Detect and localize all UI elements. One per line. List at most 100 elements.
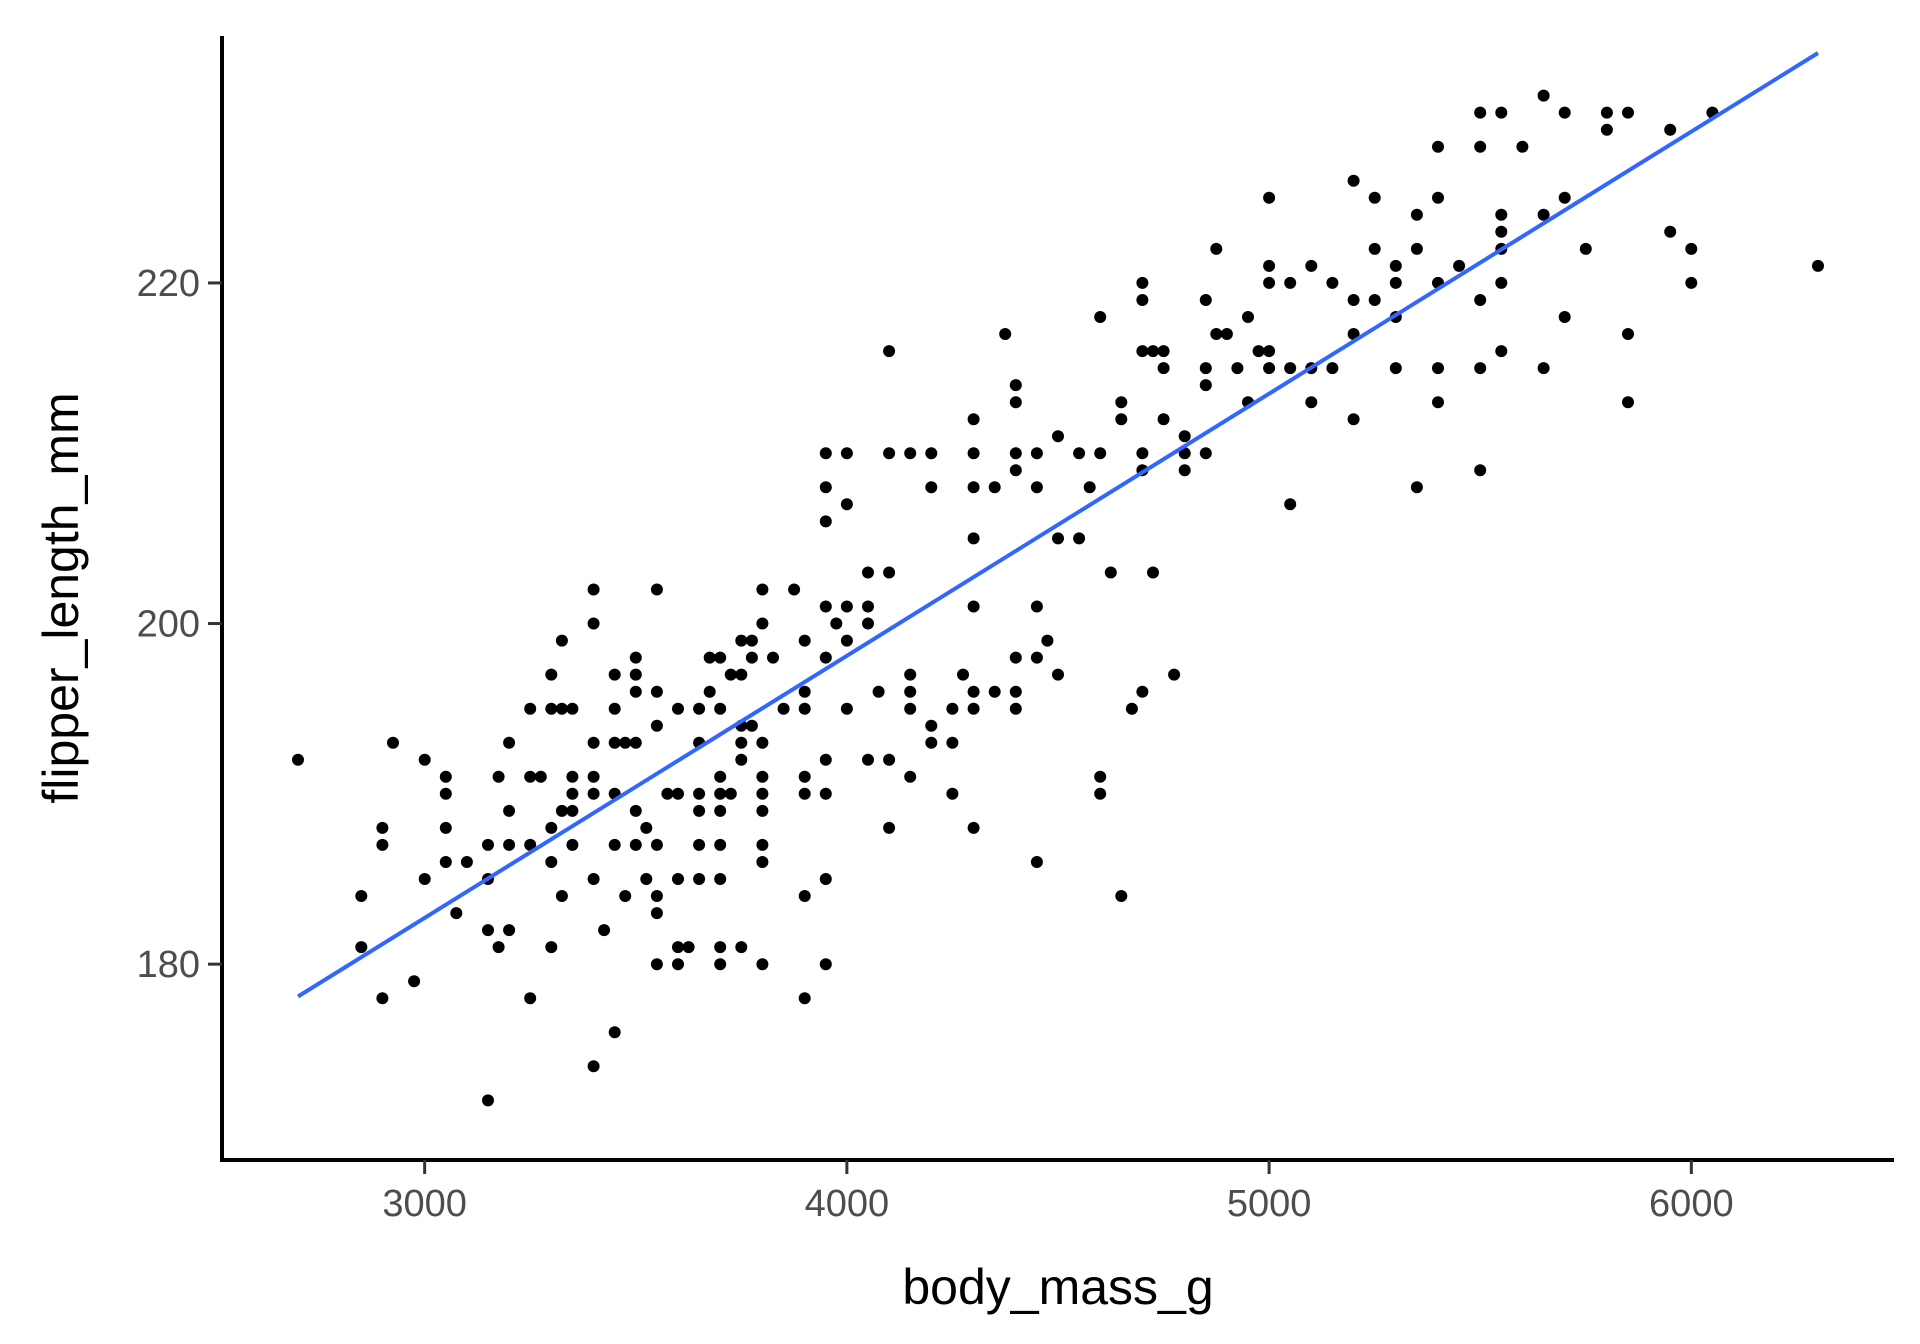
data-point — [1474, 140, 1487, 153]
data-point — [862, 600, 874, 613]
data-point — [650, 838, 663, 851]
data-point — [1368, 294, 1381, 306]
data-point — [1622, 106, 1634, 119]
data-point — [745, 719, 758, 732]
data-point — [650, 583, 663, 596]
data-point — [1147, 566, 1159, 579]
data-point — [703, 685, 716, 698]
data-point — [608, 838, 621, 851]
data-point — [819, 873, 832, 885]
data-point — [672, 873, 684, 885]
data-point — [967, 600, 980, 613]
data-point — [1537, 89, 1550, 102]
points-layer — [292, 89, 1824, 1107]
data-point — [672, 702, 684, 715]
data-point — [1252, 345, 1265, 358]
data-point — [735, 753, 748, 766]
data-point — [693, 873, 706, 885]
data-point — [862, 753, 874, 766]
data-point — [408, 975, 421, 988]
data-point — [1009, 379, 1022, 392]
data-point — [904, 668, 917, 681]
data-point — [555, 634, 568, 647]
data-point — [1147, 345, 1159, 358]
data-point — [714, 702, 727, 715]
x-axis-title: body_mass_g — [902, 1259, 1213, 1315]
data-point — [1136, 447, 1149, 460]
data-point — [798, 702, 811, 715]
data-point — [1812, 259, 1824, 272]
data-point — [756, 787, 769, 800]
data-point — [1389, 259, 1402, 272]
data-point — [439, 821, 452, 834]
data-point — [587, 583, 600, 596]
data-point — [503, 804, 516, 817]
data-point — [840, 447, 853, 460]
data-point — [482, 838, 494, 851]
data-point — [1178, 464, 1191, 477]
data-point — [777, 702, 790, 715]
data-point — [735, 941, 748, 954]
data-point — [767, 651, 779, 664]
data-point — [1052, 532, 1064, 545]
data-point — [1030, 651, 1043, 664]
data-point — [1474, 106, 1487, 119]
data-point — [587, 770, 600, 783]
x-tick-label: 6000 — [1649, 1183, 1734, 1225]
data-point — [629, 668, 642, 681]
data-point — [629, 685, 642, 698]
data-point — [1263, 259, 1276, 272]
data-point — [819, 600, 832, 613]
data-point — [819, 753, 832, 766]
data-point — [587, 1060, 600, 1073]
data-point — [1052, 430, 1064, 443]
data-point — [650, 685, 663, 698]
data-point — [555, 890, 568, 902]
data-point — [355, 890, 368, 902]
data-point — [672, 787, 684, 800]
data-point — [1199, 447, 1212, 460]
data-point — [376, 838, 389, 851]
data-point — [1347, 328, 1360, 340]
data-point — [1685, 242, 1698, 255]
x-tick-label: 3000 — [382, 1183, 467, 1225]
data-point — [925, 481, 938, 494]
data-point — [629, 651, 642, 664]
data-point — [904, 685, 917, 698]
data-point — [819, 787, 832, 800]
data-point — [883, 753, 896, 766]
data-point — [524, 702, 537, 715]
data-point — [503, 736, 516, 749]
data-point — [957, 668, 969, 681]
data-point — [798, 992, 811, 1005]
x-tick-label: 4000 — [805, 1183, 890, 1225]
data-point — [503, 838, 516, 851]
data-point — [640, 821, 653, 834]
data-point — [292, 753, 304, 766]
data-point — [872, 685, 885, 698]
data-point — [862, 617, 874, 630]
data-point — [756, 617, 769, 630]
data-point — [1389, 362, 1402, 375]
data-point — [1389, 276, 1402, 289]
data-point — [756, 838, 769, 851]
data-point — [1136, 345, 1149, 358]
data-point — [1157, 345, 1170, 358]
data-point — [946, 736, 959, 749]
data-point — [629, 736, 642, 749]
data-point — [608, 702, 621, 715]
data-point — [1041, 634, 1054, 647]
y-tick-label: 200 — [137, 604, 200, 646]
data-point — [566, 804, 579, 817]
data-point — [1178, 430, 1191, 443]
data-point — [619, 890, 632, 902]
data-point — [1125, 702, 1138, 715]
data-point — [756, 804, 769, 817]
data-point — [1242, 311, 1254, 323]
data-point — [387, 736, 399, 749]
data-point — [1052, 668, 1064, 681]
data-point — [1558, 106, 1571, 119]
data-point — [1009, 702, 1022, 715]
data-point — [587, 736, 600, 749]
data-point — [714, 958, 727, 971]
